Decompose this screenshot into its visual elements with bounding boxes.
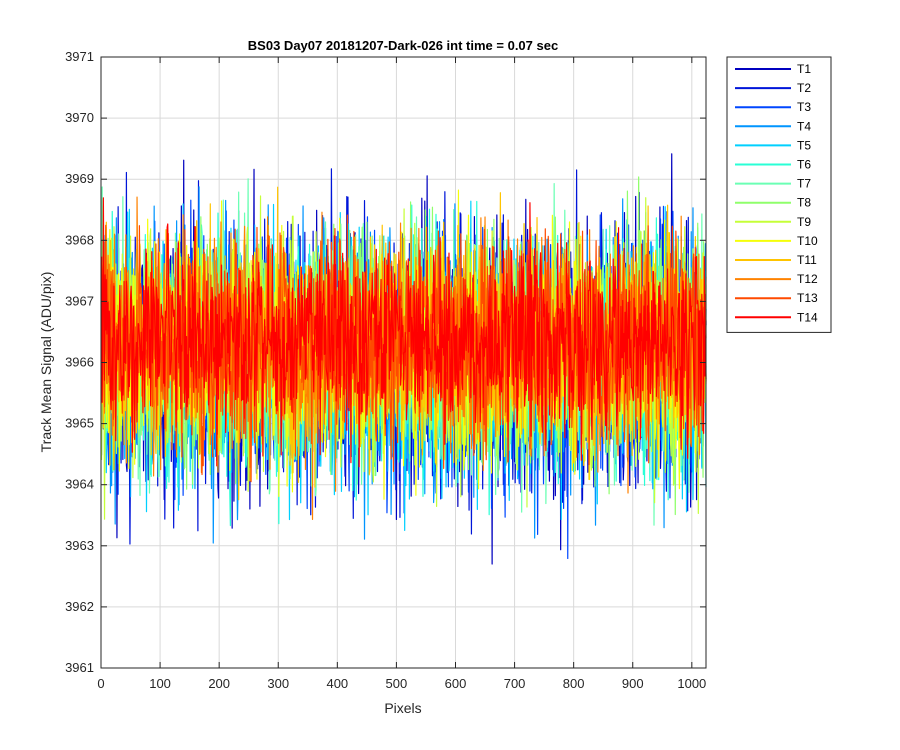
x-tick-label: 600	[445, 676, 467, 691]
y-tick-label: 3967	[65, 293, 94, 308]
y-tick-label: 3964	[65, 477, 94, 492]
x-tick-label: 200	[208, 676, 230, 691]
legend-label-t12: T12	[797, 272, 818, 286]
legend-label-t2: T2	[797, 81, 811, 95]
legend-label-t6: T6	[797, 158, 811, 172]
x-tick-label: 1000	[677, 676, 706, 691]
legend-label-t5: T5	[797, 138, 811, 152]
y-tick-label: 3968	[65, 232, 94, 247]
y-axis-label: Track Mean Signal (ADU/pix)	[38, 272, 54, 453]
legend-label-t14: T14	[797, 310, 818, 324]
legend-box	[726, 56, 832, 333]
legend-label-t10: T10	[797, 234, 818, 248]
y-tick-label: 3966	[65, 355, 94, 370]
x-tick-label: 900	[622, 676, 644, 691]
y-tick-label: 3969	[65, 171, 94, 186]
x-tick-label: 100	[149, 676, 171, 691]
legend-label-t3: T3	[797, 100, 811, 114]
y-tick-label: 3971	[65, 49, 94, 64]
x-axis-label: Pixels	[384, 700, 421, 716]
legend-label-t11: T11	[797, 253, 817, 267]
x-tick-label: 800	[563, 676, 585, 691]
axis-ticks: 0 100 200 300 400 500 600 700 800 900 1000 3961 3962…	[65, 49, 706, 691]
y-tick-label: 3963	[65, 538, 94, 553]
legend-label-t13: T13	[797, 291, 818, 305]
legend: T1 T2 T3 T4 T5 T6 T7 T8 T9 T10 T11 T12 T13 T14	[726, 56, 832, 333]
legend-label-t4: T4	[797, 119, 811, 133]
x-tick-label: 500	[386, 676, 408, 691]
series-line-t14	[100, 197, 707, 468]
y-tick-label: 3961	[65, 660, 94, 675]
chart-title: BS03 Day07 20181207-Dark-026 int time = …	[248, 38, 558, 53]
x-tick-label: 700	[504, 676, 526, 691]
legend-label-t7: T7	[797, 177, 811, 191]
y-tick-label: 3962	[65, 599, 94, 614]
x-tick-label: 400	[326, 676, 348, 691]
x-tick-label: 0	[97, 676, 104, 691]
legend-label-t9: T9	[797, 215, 811, 229]
y-tick-label: 3965	[65, 416, 94, 431]
y-tick-label: 3970	[65, 110, 94, 125]
series-lines	[100, 153, 707, 565]
x-tick-label: 300	[267, 676, 289, 691]
legend-label-t8: T8	[797, 196, 811, 210]
legend-label-t1: T1	[797, 62, 811, 76]
